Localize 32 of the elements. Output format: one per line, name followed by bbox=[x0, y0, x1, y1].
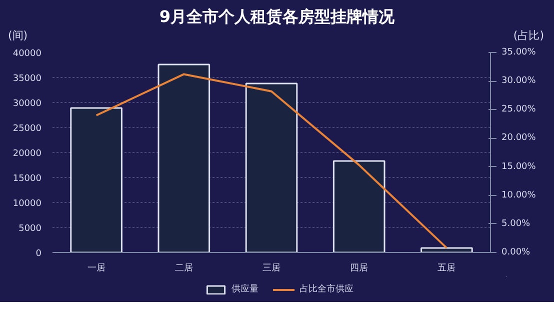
chart-title: 9月全市个人租赁各房型挂牌情况 bbox=[158, 6, 396, 28]
bar bbox=[245, 82, 298, 252]
y2-tick-label: 35.00% bbox=[502, 48, 536, 58]
y-tick-label: 40000 bbox=[12, 49, 42, 59]
y-tick-label: 20000 bbox=[12, 149, 42, 159]
bar bbox=[70, 107, 122, 252]
y2-axis-title: (占比) bbox=[513, 28, 544, 44]
y2-tick-label: 15.00% bbox=[502, 162, 536, 172]
x-tick-label: 一居 bbox=[87, 262, 106, 274]
legend-label: 供应量 bbox=[232, 283, 258, 296]
y2-tick-label: 5.00% bbox=[502, 218, 531, 229]
y-tick-label: 35000 bbox=[12, 74, 42, 84]
y-tick-label: 30000 bbox=[12, 99, 42, 109]
y2-tick-label: 0.00% bbox=[502, 248, 531, 258]
y-tick-label: 5000 bbox=[18, 224, 42, 234]
y-axis-title: (间) bbox=[8, 28, 28, 44]
x-tick-label: 二居 bbox=[174, 262, 193, 274]
x-tick-label: 三居 bbox=[262, 262, 280, 274]
y-tick-label: 0 bbox=[36, 249, 42, 259]
x-tick-label: 四居 bbox=[350, 262, 368, 274]
y-tick-label: 25000 bbox=[12, 124, 42, 134]
y2-tick-label: 30.00% bbox=[502, 76, 536, 86]
y-tick-label: 15000 bbox=[12, 174, 42, 184]
y-tick-label: 10000 bbox=[12, 199, 42, 209]
x-tick-label: 五居 bbox=[438, 262, 456, 274]
line-series bbox=[95, 73, 448, 249]
legend-label: 占比全市供应 bbox=[300, 283, 354, 296]
y2-tick-label: 25.00% bbox=[502, 104, 536, 115]
y2-tick-label: 10.00% bbox=[502, 190, 536, 200]
bar bbox=[332, 160, 386, 252]
bar bbox=[158, 64, 210, 252]
y2-tick-label: 20.00% bbox=[502, 133, 536, 144]
